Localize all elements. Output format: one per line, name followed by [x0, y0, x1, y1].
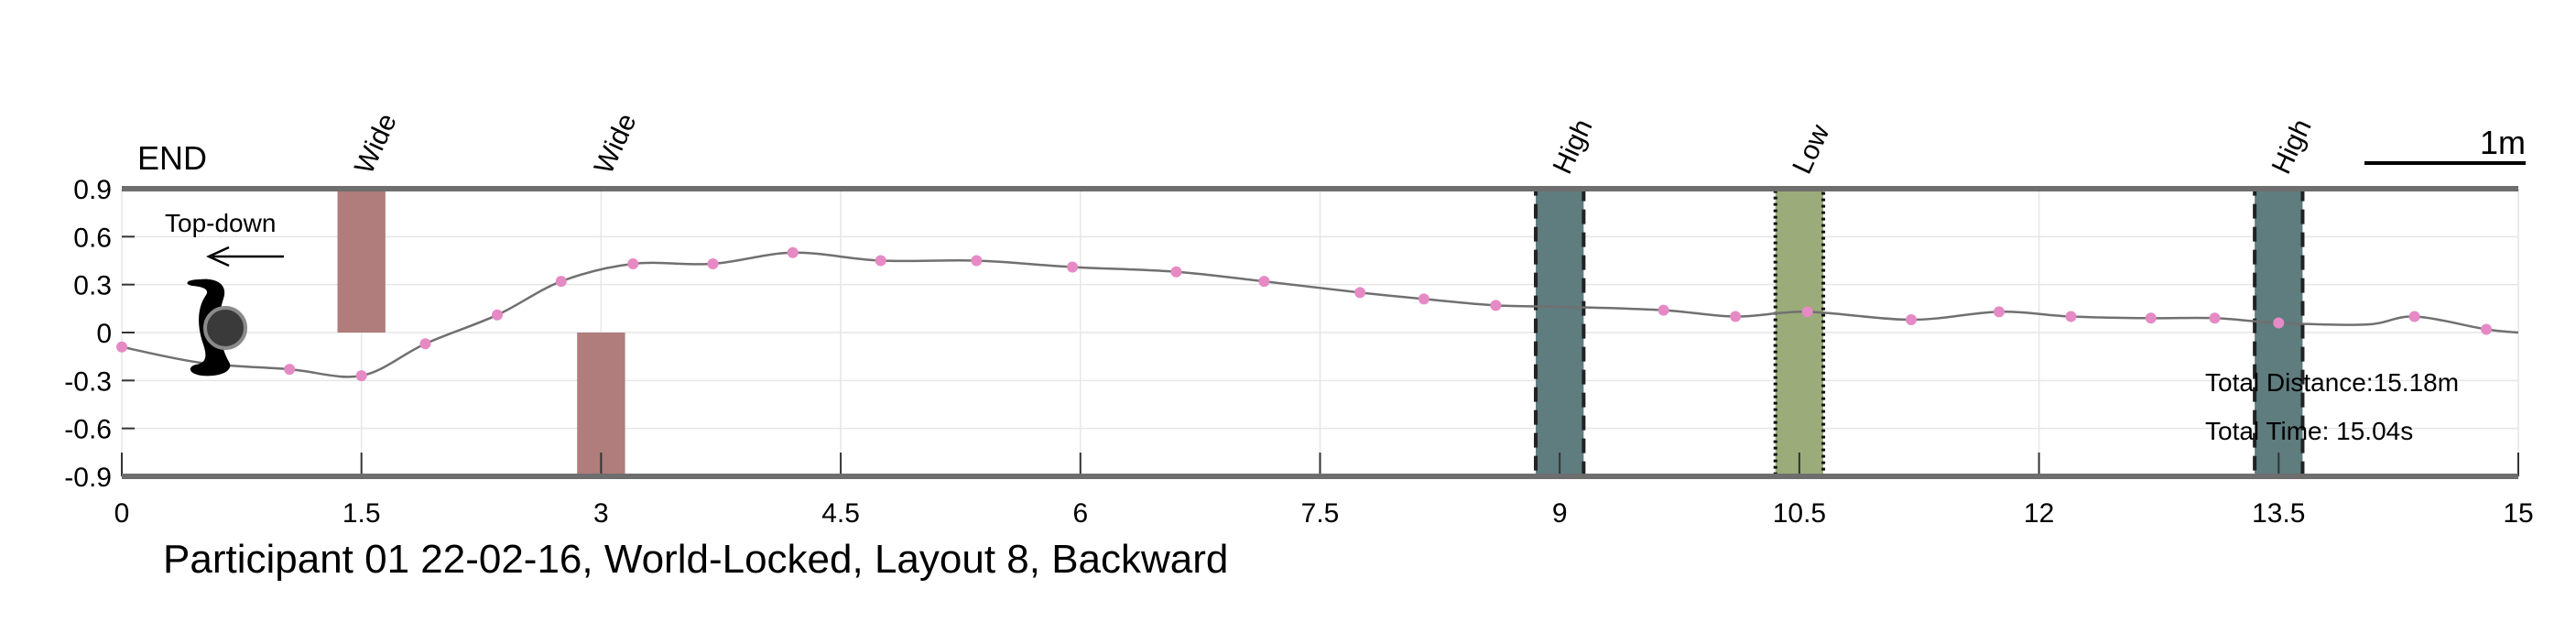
view-label: Top-down	[165, 209, 276, 237]
trajectory-point-23	[2145, 312, 2157, 324]
chart-title: Participant 01 22-02-16, World-Locked, L…	[163, 537, 1228, 582]
total-distance-label: Total Distance:15.18m	[2205, 368, 2459, 397]
obstacle-label-3: Low	[1787, 120, 1835, 179]
y-tick-label-1: 0.6	[73, 223, 112, 253]
trajectory-point-13	[1258, 276, 1270, 288]
x-tick-label-1: 1.5	[342, 498, 381, 529]
x-tick-label-0: 0	[114, 498, 130, 529]
grid-lines	[121, 188, 2519, 477]
trajectory-point-10	[971, 255, 983, 267]
trajectory-point-5	[555, 276, 567, 288]
axes-layer: 0 1.5 3 4.5 6 7.5 9 10.5 12 13.5 15 0.9 0.6 0.3 0 -0.3 -…	[64, 175, 2533, 529]
trajectory-point-2	[355, 370, 367, 382]
obstacle-label-4: High	[2266, 115, 2318, 179]
trajectory-point-3	[419, 338, 431, 350]
trajectory-point-21	[1993, 306, 2005, 318]
direction-arrow-icon	[205, 246, 284, 267]
trajectory-point-12	[1170, 266, 1182, 278]
trajectory-point-6	[627, 257, 639, 269]
trajectory-point-9	[875, 255, 886, 267]
trajectory-point-20	[1906, 314, 1918, 326]
y-tick-label-6: -0.9	[64, 463, 112, 493]
y-tick-label-3: 0	[96, 319, 112, 349]
obstacle-label-1: Wide	[589, 109, 643, 179]
path-layer	[116, 246, 2519, 382]
trajectory-point-15	[1418, 293, 1429, 305]
obstacle-wide-1	[577, 333, 625, 476]
walker-topdown-icon	[187, 278, 247, 377]
scale-bar-label: 1m	[2480, 124, 2526, 161]
trajectory-point-0	[116, 341, 127, 353]
y-tick-label-5: -0.6	[64, 415, 112, 445]
trajectory-point-17	[1658, 304, 1669, 316]
y-tick-label-0: 0.9	[73, 175, 112, 205]
total-time-label: Total Time: 15.04s	[2205, 417, 2413, 445]
obstacle-layer: Wide Wide High Low High	[337, 109, 2318, 478]
end-label: END	[137, 139, 207, 177]
obstacle-label-2: High	[1548, 115, 1599, 179]
x-tick-label-3: 4.5	[821, 498, 860, 529]
trajectory-point-25	[2273, 317, 2285, 329]
obstacle-high-2	[1534, 187, 1586, 478]
trajectory-point-7	[707, 257, 719, 269]
trajectory-point-11	[1067, 261, 1079, 273]
trajectory-point-16	[1490, 300, 1502, 311]
trajectory-point-14	[1354, 287, 1366, 299]
trajectory-point-19	[1801, 306, 1813, 318]
x-tick-label-8: 12	[2024, 498, 2054, 529]
trajectory-point-8	[787, 246, 799, 258]
trajectory-point-18	[1730, 311, 1742, 322]
x-tick-label-6: 9	[1552, 498, 1568, 529]
trajectory-point-1	[284, 364, 296, 376]
trajectory-point-22	[2065, 311, 2077, 322]
obstacle-label-0: Wide	[349, 109, 403, 179]
trajectory-point-24	[2209, 312, 2221, 324]
obstacle-low-3	[1773, 187, 1826, 478]
y-tick-label-4: -0.3	[64, 366, 112, 397]
obstacle-wide-0	[337, 189, 386, 333]
x-tick-label-5: 7.5	[1301, 498, 1340, 529]
x-tick-label-9: 13.5	[2252, 498, 2305, 529]
x-tick-label-4: 6	[1072, 498, 1088, 529]
trajectory-point-4	[491, 309, 503, 321]
x-tick-label-10: 15	[2503, 498, 2533, 529]
x-tick-label-7: 10.5	[1773, 498, 1826, 529]
trajectory-point-26	[2408, 311, 2420, 322]
y-tick-label-2: 0.3	[73, 271, 112, 301]
trajectory-point-27	[2481, 323, 2493, 335]
x-tick-label-2: 3	[593, 498, 609, 529]
